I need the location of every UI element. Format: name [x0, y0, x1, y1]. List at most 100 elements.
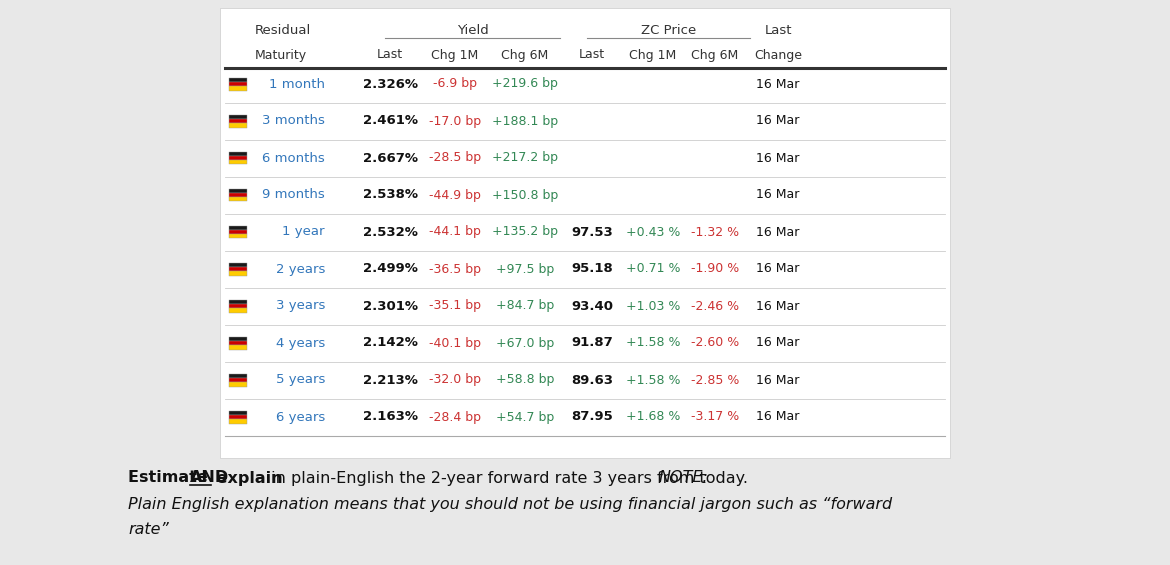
Bar: [229, 193, 247, 197]
Bar: [229, 151, 247, 156]
Bar: [229, 304, 247, 308]
Text: 87.95: 87.95: [571, 411, 613, 424]
Text: 3 years: 3 years: [276, 299, 325, 312]
Text: 5 years: 5 years: [276, 373, 325, 386]
Text: Change: Change: [753, 49, 801, 62]
Text: rate”: rate”: [128, 523, 168, 537]
Text: +58.8 bp: +58.8 bp: [496, 373, 555, 386]
Text: 2.213%: 2.213%: [363, 373, 418, 386]
Text: +219.6 bp: +219.6 bp: [493, 77, 558, 90]
Bar: [229, 82, 247, 86]
Bar: [229, 299, 247, 304]
Text: 16 Mar: 16 Mar: [756, 115, 799, 128]
Text: Plain English explanation means that you should not be using financial jargon su: Plain English explanation means that you…: [128, 498, 892, 512]
Text: -32.0 bp: -32.0 bp: [429, 373, 481, 386]
Text: Chg 1M: Chg 1M: [629, 49, 676, 62]
Text: explain: explain: [211, 471, 282, 485]
Text: 89.63: 89.63: [571, 373, 613, 386]
Bar: [229, 263, 247, 267]
Text: +0.71 %: +0.71 %: [626, 263, 680, 276]
Bar: [229, 86, 247, 90]
Text: 97.53: 97.53: [571, 225, 613, 238]
Text: +217.2 bp: +217.2 bp: [493, 151, 558, 164]
Text: 16 Mar: 16 Mar: [756, 337, 799, 350]
Text: 2.499%: 2.499%: [363, 263, 418, 276]
Text: Chg 1M: Chg 1M: [432, 49, 479, 62]
Text: +84.7 bp: +84.7 bp: [496, 299, 555, 312]
Bar: [229, 345, 247, 350]
Text: 16 Mar: 16 Mar: [756, 411, 799, 424]
Text: +0.43 %: +0.43 %: [626, 225, 680, 238]
Bar: [229, 373, 247, 378]
Bar: [220, 8, 950, 458]
Bar: [229, 411, 247, 415]
Bar: [229, 160, 247, 164]
Text: 2.301%: 2.301%: [363, 299, 418, 312]
Text: AND: AND: [190, 471, 229, 485]
Text: 16 Mar: 16 Mar: [756, 263, 799, 276]
Text: +67.0 bp: +67.0 bp: [496, 337, 555, 350]
Text: 2.461%: 2.461%: [363, 115, 418, 128]
Text: 16 Mar: 16 Mar: [756, 77, 799, 90]
Text: Last: Last: [579, 49, 605, 62]
Bar: [229, 189, 247, 193]
Text: +1.68 %: +1.68 %: [626, 411, 680, 424]
Text: 95.18: 95.18: [571, 263, 613, 276]
Bar: [229, 234, 247, 238]
Text: -2.60 %: -2.60 %: [690, 337, 739, 350]
Text: 91.87: 91.87: [571, 337, 613, 350]
Text: 93.40: 93.40: [571, 299, 613, 312]
Text: 1 month: 1 month: [269, 77, 325, 90]
Text: 2.538%: 2.538%: [363, 189, 418, 202]
Text: -44.9 bp: -44.9 bp: [429, 189, 481, 202]
Text: 16 Mar: 16 Mar: [756, 225, 799, 238]
Bar: [229, 308, 247, 312]
Text: 6 years: 6 years: [276, 411, 325, 424]
Text: -40.1 bp: -40.1 bp: [429, 337, 481, 350]
Text: -35.1 bp: -35.1 bp: [429, 299, 481, 312]
Text: -36.5 bp: -36.5 bp: [429, 263, 481, 276]
Bar: [229, 378, 247, 382]
Text: 3 months: 3 months: [262, 115, 325, 128]
Text: 2.667%: 2.667%: [363, 151, 418, 164]
Text: 2.163%: 2.163%: [363, 411, 418, 424]
Bar: [229, 77, 247, 82]
Bar: [229, 341, 247, 345]
Text: Last: Last: [377, 49, 402, 62]
Text: 1 year: 1 year: [282, 225, 325, 238]
Text: 2 years: 2 years: [276, 263, 325, 276]
Text: 16 Mar: 16 Mar: [756, 373, 799, 386]
Text: -1.32 %: -1.32 %: [691, 225, 739, 238]
Text: Maturity: Maturity: [255, 49, 307, 62]
Text: ZC Price: ZC Price: [641, 24, 696, 37]
Text: Last: Last: [764, 24, 792, 37]
Text: 4 years: 4 years: [276, 337, 325, 350]
Text: -44.1 bp: -44.1 bp: [429, 225, 481, 238]
Text: 6 months: 6 months: [262, 151, 325, 164]
Bar: [229, 267, 247, 271]
Text: 16 Mar: 16 Mar: [756, 151, 799, 164]
Text: Estimate: Estimate: [128, 471, 213, 485]
Text: -3.17 %: -3.17 %: [690, 411, 739, 424]
Text: Yield: Yield: [456, 24, 488, 37]
Bar: [229, 156, 247, 160]
Text: in plain-English the 2-year forward rate 3 years from today.: in plain-English the 2-year forward rate…: [266, 471, 753, 485]
Text: +188.1 bp: +188.1 bp: [491, 115, 558, 128]
Text: +1.03 %: +1.03 %: [626, 299, 680, 312]
Text: Residual: Residual: [255, 24, 311, 37]
Text: 2.532%: 2.532%: [363, 225, 418, 238]
Bar: [229, 271, 247, 276]
Text: 2.326%: 2.326%: [363, 77, 418, 90]
Text: +97.5 bp: +97.5 bp: [496, 263, 555, 276]
Text: +135.2 bp: +135.2 bp: [493, 225, 558, 238]
Text: Chg 6M: Chg 6M: [691, 49, 738, 62]
Text: +54.7 bp: +54.7 bp: [496, 411, 555, 424]
Bar: [229, 382, 247, 386]
Text: +150.8 bp: +150.8 bp: [491, 189, 558, 202]
Text: +1.58 %: +1.58 %: [626, 373, 680, 386]
Bar: [229, 337, 247, 341]
Text: -6.9 bp: -6.9 bp: [433, 77, 477, 90]
Bar: [229, 415, 247, 419]
Text: 16 Mar: 16 Mar: [756, 189, 799, 202]
Bar: [229, 123, 247, 128]
